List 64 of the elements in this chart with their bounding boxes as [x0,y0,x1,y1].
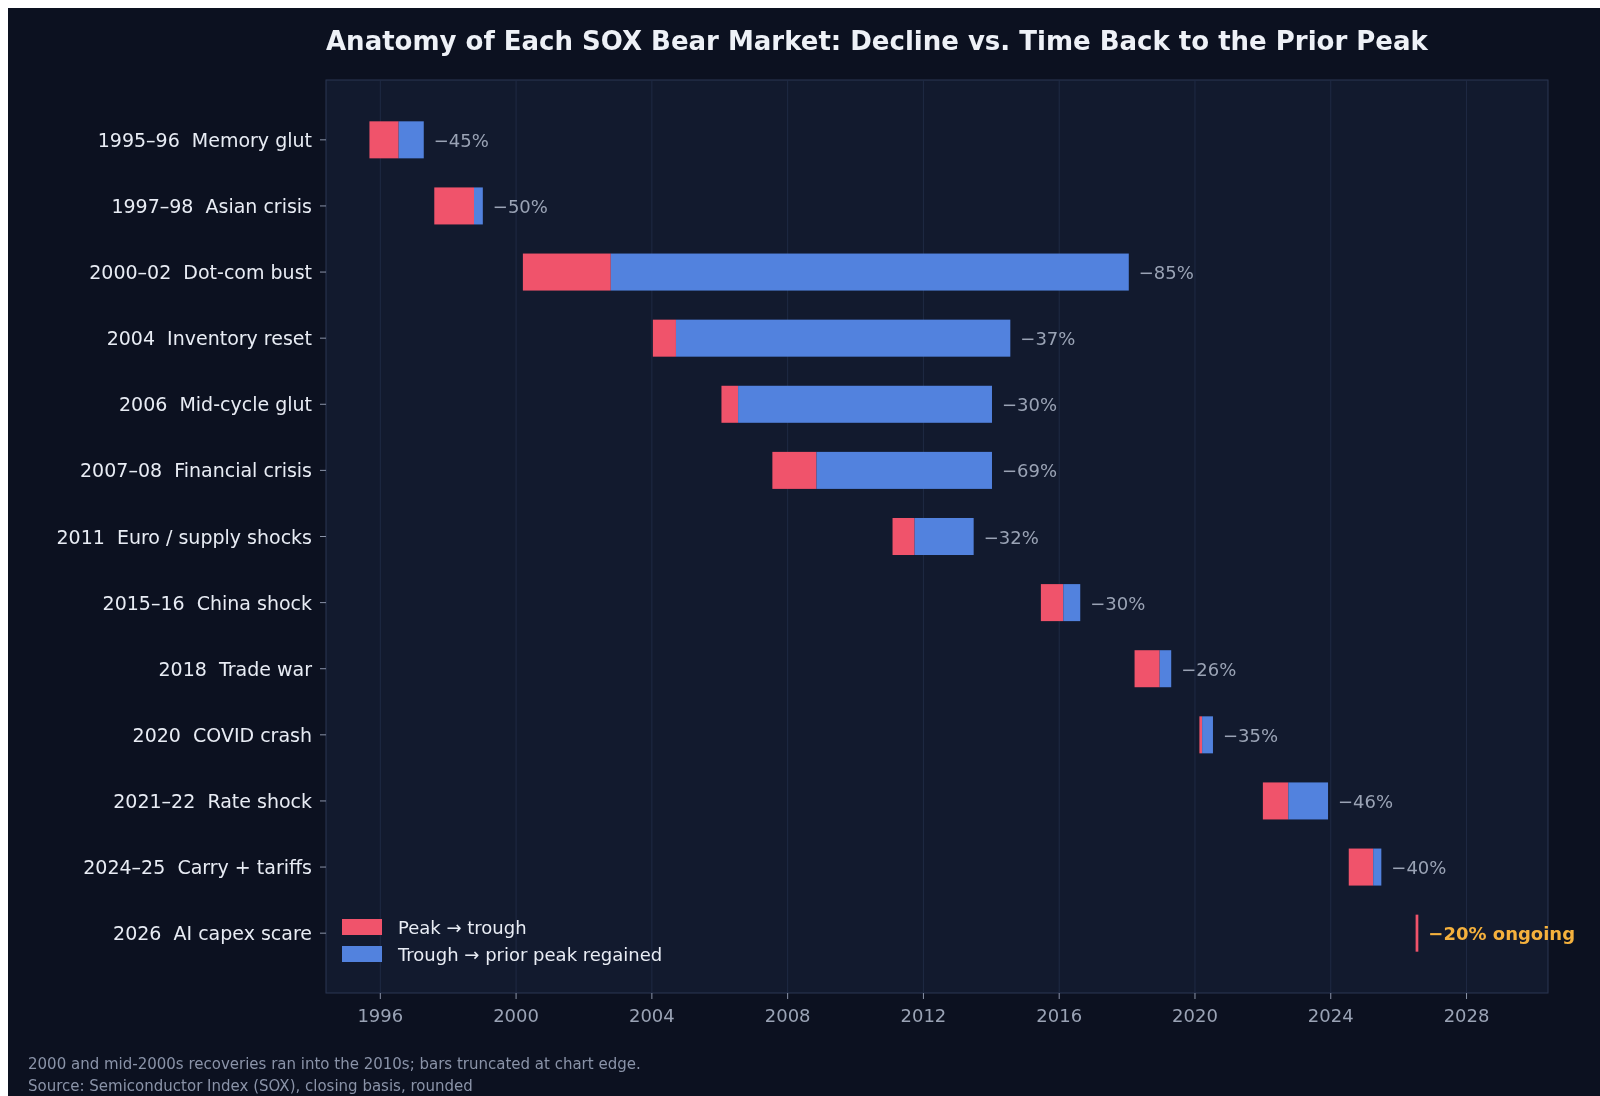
text: −30% [1090,592,1146,614]
y-tick-label: 2015–16 China shock [102,591,312,614]
legend-label: Trough → prior peak regained [397,944,663,965]
y-tick-label: 2007–08 Financial crisis [80,459,312,482]
bar [1202,716,1213,754]
bar [652,319,676,357]
bar [721,385,739,423]
y-tick-label: 2018 Trade war [158,657,313,680]
y-tick-label: 1997–98 Asian crisis [111,194,312,217]
bar [1262,782,1289,820]
text: −45% [433,129,489,151]
bar [738,385,992,423]
x-tick-label: 2000 [493,1005,539,1026]
y-tick-label: 2020 COVID crash [132,723,312,746]
bar [369,121,399,159]
bar [1040,584,1064,622]
bar [474,187,483,225]
bar [816,451,992,489]
y-tick-label: 2024–25 Carry + tariffs [83,856,312,879]
x-tick-label: 1996 [357,1005,404,1026]
text: −32% [983,526,1039,548]
x-tick-label: 2008 [764,1005,811,1026]
text: −40% [1391,857,1447,879]
x-tick-label: 2024 [1307,1005,1354,1026]
bar [522,253,611,291]
y-tick-label: 2006 Mid-cycle glut [119,393,312,416]
y-tick-label: 2026 AI capex scare [113,922,312,945]
y-tick-label: 2021–22 Rate shock [113,789,312,812]
bar [892,517,915,556]
bar [1373,848,1382,886]
y-tick-label: 2000–02 Dot-com bust [89,261,312,284]
bar [1159,650,1172,688]
text: −26% [1181,658,1237,680]
text: −37% [1020,328,1076,350]
bar [772,451,817,489]
bar [675,319,1011,357]
text: −35% [1222,724,1279,746]
x-tick-label: 2028 [1443,1005,1490,1026]
y-tick-label: 2004 Inventory reset [106,327,312,350]
legend-label: Peak → trough [398,917,527,938]
annotation: −20% ongoing [1428,923,1576,945]
bar [1134,650,1160,688]
bar [1199,716,1203,754]
bar [1288,782,1329,820]
y-tick-label: 2011 Euro / supply shocks [56,525,312,548]
bar [434,187,474,225]
bar [1348,848,1374,886]
bar [610,253,1129,291]
text: −69% [1001,460,1058,482]
text: −85% [1138,262,1194,284]
bar [398,121,424,159]
x-tick-label: 2016 [1036,1005,1083,1026]
bar [914,517,974,556]
text: 2000 and mid-2000s recoveries ran into the 2010s; bars truncated at chart edge. [28,1055,641,1073]
text: −46% [1338,790,1394,812]
source-note: Source: Semiconductor Index (SOX), closing basis, rounded [28,1077,473,1095]
text: −50% [492,195,548,217]
bar [1063,584,1081,622]
x-tick-label: 2012 [900,1005,947,1026]
y-tick-label: 1995–96 Memory glut [97,128,312,151]
x-tick-label: 2004 [628,1005,675,1026]
x-tick-label: 2020 [1172,1005,1218,1026]
chart-title: Anatomy of Each SOX Bear Market: Decline vs. Time Back to the Prior Peak [326,26,1429,56]
text: −30% [1001,394,1058,416]
